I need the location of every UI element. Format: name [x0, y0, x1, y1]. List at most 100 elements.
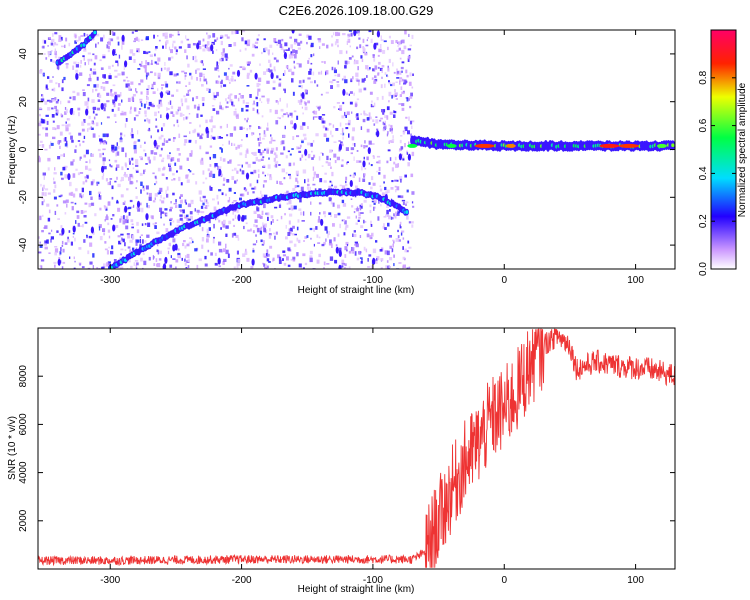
noise-cell [300, 186, 304, 191]
noise-cell [219, 105, 222, 110]
noise-cell [293, 66, 296, 69]
noise-cell [249, 125, 252, 128]
noise-cell [345, 114, 347, 118]
noise-cell [381, 192, 385, 196]
noise-cell [257, 112, 260, 115]
noise-cell [205, 199, 208, 203]
noise-cell [184, 98, 188, 103]
noise-cell [44, 240, 47, 245]
noise-cell [163, 67, 166, 70]
noise-cell [380, 204, 382, 207]
noise-cell [318, 216, 320, 220]
noise-cell [323, 180, 327, 183]
noise-cell [42, 94, 44, 98]
noise-cell [373, 69, 376, 72]
noise-cell [262, 224, 266, 228]
noise-cell [394, 179, 397, 182]
noise-cell [40, 183, 42, 187]
noise-cell [297, 147, 301, 149]
noise-cell [360, 225, 364, 229]
noise-cell [140, 181, 143, 186]
noise-cell [279, 181, 282, 185]
noise-cell [307, 153, 311, 159]
noise-cell [61, 266, 64, 269]
noise-cell [270, 215, 274, 219]
noise-cell [160, 101, 162, 106]
noise-cell [385, 191, 388, 196]
noise-cell [180, 209, 182, 213]
noise-cell [198, 40, 201, 45]
noise-cell [136, 48, 140, 53]
noise-cell [407, 130, 410, 135]
noise-cell [262, 137, 265, 140]
noise-cell [285, 49, 289, 51]
noise-cell [365, 65, 369, 70]
noise-cell [344, 65, 347, 69]
noise-cell [65, 199, 69, 203]
noise-cell [369, 235, 372, 240]
noise-cell [313, 53, 315, 57]
noise-cell [79, 64, 82, 68]
noise-cell [386, 204, 389, 208]
noise-cell [64, 212, 67, 215]
noise-cell [241, 164, 243, 168]
colorbar-gradient [710, 29, 737, 270]
noise-cell [118, 240, 122, 245]
noise-cell [88, 127, 91, 130]
noise-cell [257, 88, 261, 92]
noise-cell [192, 130, 196, 134]
noise-cell [135, 265, 138, 268]
noise-cell [83, 32, 86, 37]
noise-cell [104, 219, 106, 222]
noise-cell [196, 264, 199, 269]
noise-cell [349, 45, 351, 48]
noise-cell [252, 103, 256, 106]
noise-cell [399, 224, 401, 227]
noise-cell [104, 140, 106, 143]
noise-blob [218, 168, 222, 176]
noise-cell [293, 41, 297, 45]
noise-cell [367, 266, 370, 268]
noise-cell [252, 243, 257, 246]
noise-cell [392, 62, 394, 67]
noise-cell [196, 68, 200, 71]
noise-cell [65, 127, 69, 132]
noise-cell [338, 247, 342, 252]
colorbar-tick-label: 0.4 [698, 166, 709, 180]
noise-cell [382, 50, 386, 54]
noise-cell [92, 265, 94, 269]
noise-cell [411, 201, 414, 204]
noise-cell [257, 34, 260, 37]
noise-cell [293, 54, 297, 59]
noise-cell [273, 69, 276, 72]
noise-cell [236, 179, 238, 182]
noise-blob [165, 112, 170, 120]
noise-cell [352, 174, 355, 178]
noise-cell [92, 68, 96, 71]
noise-cell [144, 110, 147, 115]
noise-cell [61, 124, 65, 127]
noise-cell [223, 72, 227, 76]
noise-cell [200, 200, 204, 202]
noise-cell [194, 140, 197, 144]
noise-cell [57, 99, 60, 102]
noise-cell [74, 202, 77, 205]
noise-cell [52, 120, 55, 123]
noise-cell [95, 43, 97, 48]
noise-cell [390, 125, 393, 130]
noise-cell [178, 46, 182, 49]
noise-cell [166, 107, 168, 111]
noise-cell [388, 235, 392, 238]
noise-cell [267, 53, 270, 56]
noise-cell [137, 68, 141, 70]
noise-cell [304, 158, 307, 161]
noise-cell [296, 237, 299, 242]
noise-cell [181, 220, 184, 224]
noise-cell [323, 211, 326, 215]
noise-cell [75, 168, 78, 171]
noise-cell [245, 161, 249, 165]
noise-cell [292, 187, 296, 192]
noise-cell [145, 36, 149, 40]
noise-cell [61, 240, 64, 245]
